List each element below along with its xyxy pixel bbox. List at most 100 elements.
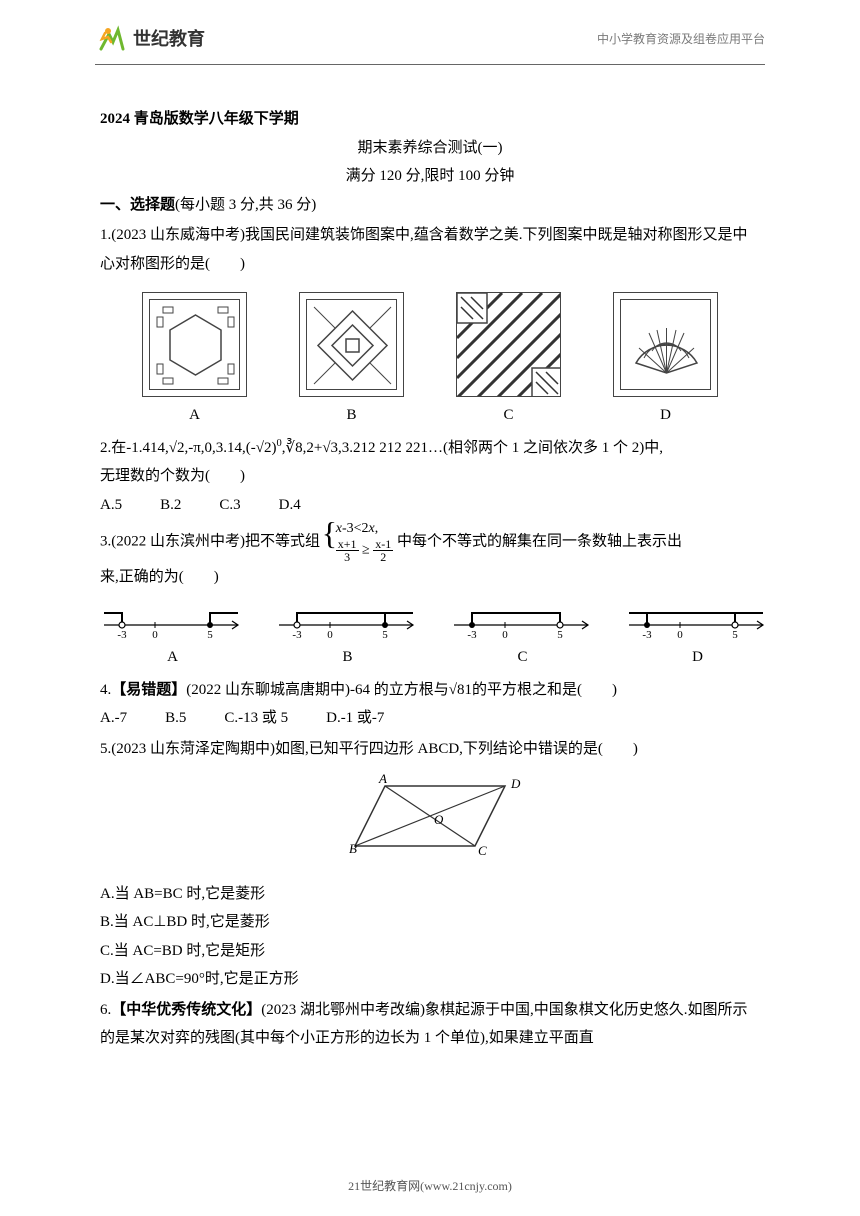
q5-figure: A D B C O [100,771,760,872]
q6-num: 6. [100,1002,111,1018]
q1-label-b: B [346,401,356,430]
q3-f2d: 2 [373,551,393,563]
exam-source: 2024 青岛版数学八年级下学期 [100,105,760,134]
q3-m1: -3<2 [342,521,369,536]
q2-cube8: ∛8 [286,440,303,456]
q4-tag: 【易错题】 [111,682,186,698]
q3-options: -3 0 5 A -3 0 5 B [100,605,760,672]
svg-text:-3: -3 [292,629,302,641]
q2-t1: 2.在-1.414, [100,440,169,456]
q5-opt-a: A.当 AB=BC 时,它是菱形 [100,880,760,909]
svg-text:0: 0 [327,629,333,641]
q2-sqrt2: √2 [169,440,185,456]
svg-text:-3: -3 [467,629,477,641]
q2-opt-b: B.2 [160,491,181,520]
svg-text:0: 0 [677,629,683,641]
logo-text: 世纪教育 [133,22,205,56]
q2-t5: ,2+ [303,440,323,456]
document-content: 2024 青岛版数学八年级下学期 期末素养综合测试(一) 满分 120 分,限时… [0,65,860,1053]
logo-icon [95,24,129,54]
page-footer: 21世纪教育网(www.21cnjy.com) [0,1175,860,1198]
q2-opt-a: A.5 [100,491,122,520]
q1-pattern-c [456,292,561,397]
svg-text:5: 5 [557,629,563,641]
q4-text: 4.【易错题】(2022 山东聊城高唐期中)-64 的立方根与√81的平方根之和… [100,676,760,705]
q1-pattern-b [299,292,404,397]
svg-text:5: 5 [732,629,738,641]
svg-text:5: 5 [207,629,213,641]
page-header: 世纪教育 中小学教育资源及组卷应用平台 [0,0,860,56]
q3-option-c: -3 0 5 C [450,605,595,672]
exam-info: 满分 120 分,限时 100 分钟 [100,162,760,191]
q3-numline-b: -3 0 5 [275,605,420,641]
q5-opt-c: C.当 AC=BD 时,它是矩形 [100,937,760,966]
q1-option-d: D [613,292,718,430]
q2-options: A.5 B.2 C.3 D.4 [100,491,760,520]
svg-text:A: A [378,771,387,786]
q3-label-c: C [517,643,527,672]
q6-tag: 【中华优秀传统文化】 [111,1002,261,1018]
q2-sqrt2b: √2 [256,440,272,456]
q3-frac1: x+13 [336,538,359,563]
q4-tb: (2022 山东聊城高唐期中)-64 的立方根与 [186,682,449,698]
q2-line2: 无理数的个数为( ) [100,462,760,491]
q5-opt-d: D.当∠ABC=90°时,它是正方形 [100,965,760,994]
q3-label-d: D [692,643,703,672]
q3-t1: 3.(2022 山东滨州中考)把不等式组 [100,534,320,550]
q1-label-c: C [503,401,513,430]
q5-text: 5.(2023 山东菏泽定陶期中)如图,已知平行四边形 ABCD,下列结论中错误… [100,735,760,764]
q3-label-a: A [167,643,178,672]
q1-label-a: A [189,401,200,430]
q1-label-d: D [660,401,671,430]
q3-option-d: -3 0 5 D [625,605,770,672]
svg-text:B: B [349,841,357,856]
q4-num: 4. [100,682,111,698]
svg-text:-3: -3 [117,629,127,641]
q1-option-c: C [456,292,561,430]
q3-line2: 来,正确的为( ) [100,563,760,592]
q3-f1d: 3 [336,551,359,563]
section-1-title: 一、选择题 [100,197,175,213]
q3-ge: ≥ [362,543,373,558]
q5-opt-b: B.当 AC⊥BD 时,它是菱形 [100,908,760,937]
q4-opt-c: C.-13 或 5 [224,704,288,733]
svg-text:0: 0 [152,629,158,641]
svg-text:5: 5 [382,629,388,641]
svg-text:C: C [478,843,487,858]
logo: 世纪教育 [95,22,205,56]
q3-numline-d: -3 0 5 [625,605,770,641]
q4-tc: 的平方根之和是( ) [472,682,617,698]
q3-system: x-3<2x, x+13 ≥ x-12 [324,521,393,563]
q1-pattern-a [142,292,247,397]
svg-text:O: O [434,812,444,827]
exam-title: 期末素养综合测试(一) [100,134,760,163]
q1-pattern-d [613,292,718,397]
q1-option-a: A [142,292,247,430]
q2-line1: 2.在-1.414,√2,-π,0,3.14,(-√2)0,∛8,2+√3,3.… [100,434,760,463]
q2-t2: ,-π,0,3.14,(- [184,440,255,456]
q4-opt-d: D.-1 或-7 [326,704,384,733]
q3-frac2: x-12 [373,538,393,563]
q3-line1: 3.(2022 山东滨州中考)把不等式组 x-3<2x, x+13 ≥ x-12… [100,521,760,563]
q3-t2: 中每个不等式的解集在同一条数轴上表示出 [397,534,682,550]
q2-opt-c: C.3 [219,491,240,520]
q2-t6: ,3.212 212 221…(相邻两个 1 之间依次多 1 个 2)中, [338,440,663,456]
svg-text:-3: -3 [642,629,652,641]
svg-text:D: D [510,776,521,791]
section-1-heading: 一、选择题(每小题 3 分,共 36 分) [100,191,760,220]
q1-option-b: B [299,292,404,430]
q4-opt-a: A.-7 [100,704,127,733]
header-right-text: 中小学教育资源及组卷应用平台 [597,22,765,51]
q3-option-a: -3 0 5 A [100,605,245,672]
q4-opt-b: B.5 [165,704,186,733]
q4-options: A.-7 B.5 C.-13 或 5 D.-1 或-7 [100,704,760,733]
q4-sqrt: √81 [449,682,472,698]
section-1-info: (每小题 3 分,共 36 分) [175,197,316,213]
q3-option-b: -3 0 5 B [275,605,420,672]
q3-numline-c: -3 0 5 [450,605,595,641]
q1-text: 1.(2023 山东威海中考)我国民间建筑装饰图案中,蕴含着数学之美.下列图案中… [100,221,760,278]
q3-label-b: B [342,643,352,672]
q2-opt-d: D.4 [279,491,301,520]
q1-options: A B [100,292,760,430]
svg-text:0: 0 [502,629,508,641]
